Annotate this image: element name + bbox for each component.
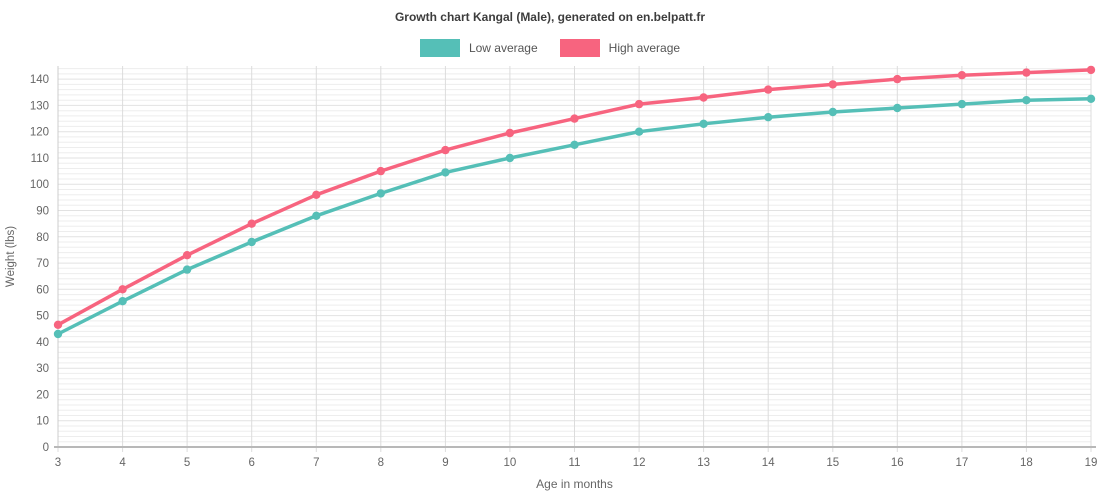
y-tick-label: 60 (36, 284, 49, 296)
data-point-low-average[interactable] (828, 107, 837, 117)
data-point-high-average[interactable] (957, 71, 967, 80)
x-tick-label: 12 (633, 457, 646, 469)
data-point-high-average[interactable] (247, 219, 256, 228)
y-tick-label: 130 (30, 100, 49, 112)
x-tick-label: 7 (313, 457, 319, 469)
y-tick-label: 80 (36, 232, 49, 244)
y-tick-label: 120 (30, 127, 49, 139)
data-point-low-average[interactable] (764, 113, 773, 122)
x-tick-label: 8 (378, 457, 384, 469)
x-tick-label: 6 (248, 457, 254, 469)
data-point-high-average[interactable] (505, 128, 515, 138)
chart-title: Growth chart Kangal (Male), generated on… (394, 10, 706, 24)
data-point-high-average[interactable] (182, 251, 192, 260)
legend-swatch-high-average-icon (559, 39, 600, 57)
legend-label-low-average: Low average (468, 41, 538, 55)
legend-label-high-average: High average (608, 41, 681, 55)
legend-item-low-average[interactable]: Low average (419, 39, 538, 57)
data-point-low-average[interactable] (376, 189, 385, 198)
data-point-low-average[interactable] (634, 127, 644, 136)
data-point-high-average[interactable] (1086, 65, 1096, 75)
y-tick-label: 10 (36, 416, 49, 428)
data-point-high-average[interactable] (699, 93, 708, 102)
y-tick-label: 0 (43, 442, 49, 454)
chart-legend: Low average High average (0, 39, 1100, 57)
x-tick-label: 19 (1085, 457, 1098, 469)
data-point-high-average[interactable] (118, 285, 127, 294)
x-tick-label: 3 (55, 457, 61, 469)
data-point-low-average[interactable] (312, 211, 321, 220)
y-tick-label: 70 (36, 258, 49, 270)
data-point-high-average[interactable] (570, 114, 579, 123)
x-tick-label: 10 (504, 457, 517, 469)
x-tick-label: 16 (891, 457, 904, 469)
data-point-low-average[interactable] (53, 329, 63, 339)
x-tick-label: 9 (442, 457, 448, 469)
y-tick-label: 100 (30, 179, 49, 191)
y-axis-title: Weight (lbs) (5, 226, 17, 287)
x-axis-title: Age in months (536, 477, 613, 491)
y-tick-label: 20 (36, 389, 49, 401)
data-point-low-average[interactable] (118, 297, 127, 306)
x-tick-label: 4 (119, 457, 126, 469)
y-tick-label: 140 (30, 74, 49, 86)
data-point-high-average[interactable] (828, 80, 837, 89)
x-tick-label: 18 (1020, 457, 1033, 469)
legend-swatch-low-average-icon (419, 39, 460, 57)
data-point-low-average[interactable] (957, 99, 967, 109)
x-tick-label: 13 (697, 457, 710, 469)
data-point-low-average[interactable] (247, 237, 256, 247)
data-point-high-average[interactable] (764, 85, 773, 94)
data-point-high-average[interactable] (893, 74, 902, 84)
y-tick-label: 40 (36, 337, 49, 349)
x-tick-label: 14 (762, 457, 775, 469)
data-point-high-average[interactable] (441, 145, 450, 155)
y-tick-label: 90 (36, 206, 49, 218)
data-point-low-average[interactable] (893, 103, 902, 113)
data-point-low-average[interactable] (505, 153, 515, 163)
data-point-low-average[interactable] (1022, 96, 1031, 105)
data-point-low-average[interactable] (182, 265, 192, 274)
data-point-low-average[interactable] (570, 140, 579, 149)
legend-item-high-average[interactable]: High average (559, 39, 681, 57)
data-point-high-average[interactable] (634, 99, 644, 109)
data-point-high-average[interactable] (53, 320, 63, 329)
data-point-low-average[interactable] (1086, 94, 1096, 104)
x-tick-label: 11 (569, 457, 581, 469)
data-point-low-average[interactable] (699, 119, 708, 128)
data-point-high-average[interactable] (1022, 68, 1031, 77)
y-tick-label: 50 (36, 311, 49, 323)
y-tick-label: 110 (31, 153, 49, 165)
data-point-high-average[interactable] (312, 190, 321, 199)
x-tick-label: 5 (184, 457, 190, 469)
x-tick-label: 17 (956, 457, 969, 469)
data-point-high-average[interactable] (376, 166, 385, 176)
data-point-low-average[interactable] (441, 168, 450, 177)
x-tick-label: 15 (826, 457, 839, 469)
y-tick-label: 30 (36, 363, 49, 375)
